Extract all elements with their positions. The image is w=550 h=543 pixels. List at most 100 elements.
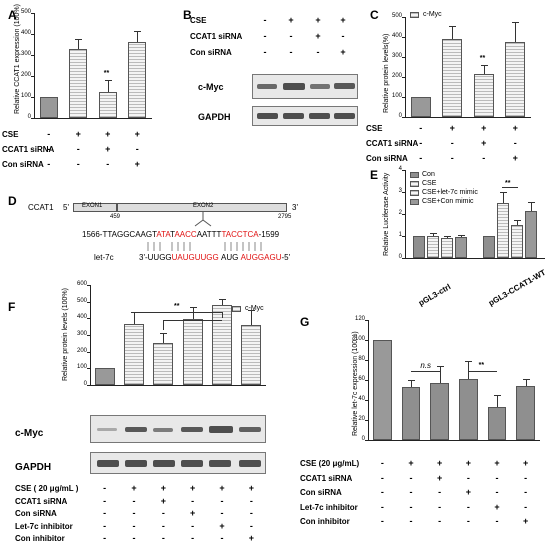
row-label: CSE ( 20 μg/mL ) [15, 484, 79, 493]
bar [182, 319, 203, 385]
y-tick [87, 301, 90, 303]
seq-part: AUG [221, 253, 239, 262]
row-sign: - [103, 520, 107, 531]
legend-swatch [410, 172, 419, 178]
bar [511, 225, 523, 258]
row-sign: + [75, 129, 81, 139]
significance-star: ** [174, 303, 180, 310]
row-sign: - [419, 123, 423, 133]
row-sign: - [316, 47, 320, 57]
y-tick-label: 100 [391, 93, 402, 99]
row-sign: - [438, 501, 442, 512]
blot-b-label-cmyc: c-Myc [198, 82, 224, 92]
error-cap [104, 80, 112, 82]
significance-star: ** [479, 55, 486, 62]
seq-part: T [170, 230, 175, 239]
y-tick-label: 500 [20, 9, 31, 15]
mirna-sequence: 3'-UUGGUAUGUUGG AUG AUGGAGU-5' [139, 253, 290, 262]
row-sign: - [132, 508, 136, 518]
error-bar [531, 201, 532, 211]
y-tick [402, 258, 405, 259]
gene-name: CCAT1 [28, 203, 54, 212]
row-sign: - [263, 47, 267, 57]
error-cap [522, 379, 530, 380]
band [153, 428, 173, 432]
row-sign: - [76, 144, 80, 154]
binding-site-marker [194, 212, 212, 227]
error-cap [444, 235, 451, 237]
pairing-lines [147, 242, 262, 251]
y-tick-label: 300 [20, 51, 31, 57]
row-label: CCAT1 siRNA [15, 496, 68, 506]
panel-a-label: A [8, 8, 17, 22]
y-tick [87, 335, 90, 336]
blot-b-cmyc [252, 74, 358, 99]
y-tick-label: 500 [76, 297, 87, 304]
error-bar [468, 361, 470, 379]
y-tick [365, 440, 368, 441]
row-sign: - [409, 501, 413, 512]
seq-part: AUGGAGU [240, 253, 282, 262]
bar [153, 342, 174, 385]
y-tick-label: 500 [391, 13, 402, 19]
y-axis [368, 320, 369, 440]
y-tick [402, 17, 405, 18]
band [283, 113, 304, 119]
seq-part: -5' [281, 253, 291, 262]
y-tick-label: 3 [398, 188, 402, 194]
row-sign: - [220, 508, 224, 518]
y-axis [405, 170, 406, 258]
error-bar [222, 299, 223, 305]
legend-label: CSE+Con mimic [422, 198, 474, 205]
bar [455, 237, 467, 258]
pos-start: 459 [110, 214, 121, 220]
x-axis [405, 117, 531, 118]
seq-part: ATA [156, 230, 171, 239]
y-tick [402, 97, 405, 98]
y-tick-label: 200 [391, 73, 402, 79]
y-tick [365, 420, 368, 421]
error-cap [512, 22, 520, 23]
bar [473, 74, 494, 117]
legend-label: c-Myc [245, 305, 264, 312]
error-cap [189, 306, 197, 308]
y-tick-label: 60 [358, 376, 365, 382]
band [153, 460, 175, 467]
row-sign: - [249, 508, 253, 518]
band [209, 426, 233, 433]
bar [516, 386, 536, 440]
row-sign: + [219, 483, 225, 493]
row-sign: + [134, 129, 140, 139]
y-tick [365, 380, 368, 381]
row-sign: - [161, 520, 165, 531]
seq-part: AATTT [196, 230, 222, 239]
bar [212, 305, 232, 385]
error-cap [494, 395, 501, 396]
error-bar [447, 235, 448, 239]
row-label: Con siRNA [300, 488, 342, 497]
row-label: Let-7c inhibitor [300, 502, 358, 512]
row-sign: + [481, 123, 487, 133]
y-tick-label: 1 [398, 232, 402, 238]
error-bar [517, 219, 518, 225]
row-sign: + [105, 129, 111, 139]
row-sign: - [191, 533, 195, 543]
row-sign: + [523, 458, 529, 468]
significance-star: ** [478, 362, 485, 369]
row-sign: - [438, 516, 442, 526]
y-tick [365, 360, 368, 361]
row-sign: - [249, 520, 253, 531]
row-sign: + [105, 144, 111, 154]
bar [483, 236, 495, 258]
row-sign: + [190, 508, 196, 518]
ns-label: n.s [420, 361, 431, 370]
y-tick [31, 118, 34, 119]
row-sign: + [131, 483, 137, 493]
row-sign: + [512, 123, 518, 133]
significance-bracket [163, 320, 222, 321]
seq-part: UAU [171, 253, 189, 262]
bar [497, 203, 509, 258]
bracket-tick [134, 312, 135, 318]
seq-part: -1599 [258, 230, 280, 239]
y-tick-label: 300 [76, 331, 87, 337]
